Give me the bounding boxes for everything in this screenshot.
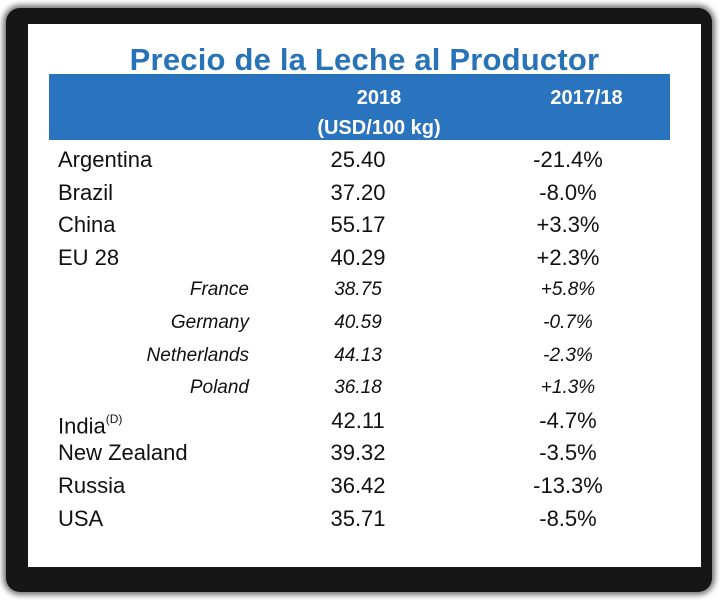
price-cell: 40.59 <box>334 311 382 333</box>
price-cell: 55.17 <box>330 212 386 238</box>
country-cell: New Zealand <box>58 437 188 469</box>
table-title: Precio de la Leche al Productor <box>129 42 600 77</box>
change-cell: -4.7% <box>539 407 597 433</box>
price-cell: 42.11 <box>331 407 385 433</box>
country-cell: France <box>190 274 249 306</box>
table-row: India(D) 42.11 -4.7% <box>28 405 701 438</box>
change-cell: -8.5% <box>539 505 597 531</box>
country-cell: Germany <box>171 307 249 339</box>
table-row: New Zealand 39.32 -3.5% <box>28 437 701 470</box>
country-name: Brazil <box>58 179 114 205</box>
country-cell: India(D) <box>58 405 122 442</box>
slide-frame: Precio de la Leche al Productor 2018 (US… <box>6 8 712 592</box>
country-name: China <box>58 212 116 238</box>
country-name: Germany <box>170 311 249 333</box>
table-row: Germany 40.59 -0.7% <box>28 307 701 340</box>
change-cell: -3.5% <box>539 440 597 466</box>
table-card: Precio de la Leche al Productor 2018 (US… <box>28 24 701 567</box>
country-name: USA <box>58 505 104 531</box>
country-cell: China <box>58 209 115 241</box>
table-row: China 55.17 +3.3% <box>28 209 701 242</box>
country-cell: Netherlands <box>147 340 249 372</box>
country-name: EU 28 <box>58 244 120 270</box>
country-cell: EU 28 <box>58 242 119 274</box>
price-cell: 25.40 <box>330 147 386 172</box>
price-cell: 36.42 <box>330 472 386 498</box>
country-name: Russia <box>58 472 126 498</box>
change-cell: -8.0% <box>539 179 597 205</box>
price-cell: 44.13 <box>334 344 382 366</box>
change-cell: +2.3% <box>536 244 600 270</box>
country-cell: Russia <box>58 470 125 502</box>
country-name: India <box>58 413 106 439</box>
change-cell: -21.4% <box>533 147 603 172</box>
table-row: Argentina 25.40 -21.4% <box>28 144 701 177</box>
country-cell: USA <box>58 503 103 535</box>
price-cell: 35.71 <box>330 505 386 531</box>
price-cell: 39.32 <box>330 440 386 466</box>
change-cell: +5.8% <box>540 279 596 301</box>
table-row: USA 35.71 -8.5% <box>28 503 701 536</box>
price-cell: 37.20 <box>330 179 386 205</box>
table-body: Argentina 25.40 -21.4% Brazil 37.20 -8.0% Chin… <box>28 144 701 535</box>
country-cell: Brazil <box>58 177 113 209</box>
change-cell: -2.3% <box>543 344 593 366</box>
table-row: Netherlands 44.13 -2.3% <box>28 340 701 373</box>
price-cell: 36.18 <box>334 377 382 399</box>
country-name: France <box>189 279 249 301</box>
table-row: EU 28 40.29 +2.3% <box>28 242 701 275</box>
country-name: Argentina <box>58 147 153 172</box>
price-cell: 38.75 <box>334 279 382 301</box>
table-row: France 38.75 +5.8% <box>28 274 701 307</box>
footnote-marker: (D) <box>105 411 123 426</box>
change-cell: -0.7% <box>543 311 593 333</box>
country-name: Poland <box>189 377 249 399</box>
table-row: Brazil 37.20 -8.0% <box>28 177 701 210</box>
country-name: New Zealand <box>58 440 188 466</box>
price-cell: 40.29 <box>330 244 386 270</box>
table-row: Poland 36.18 +1.3% <box>28 372 701 405</box>
country-name: Netherlands <box>146 344 249 366</box>
header-change: 2017/18 <box>550 87 623 109</box>
table-row: Russia 36.42 -13.3% <box>28 470 701 503</box>
country-cell: Argentina <box>58 144 152 176</box>
table-header: 2018 (USD/100 kg) 2017/18 <box>49 74 670 140</box>
header-unit: (USD/100 kg) <box>317 117 441 139</box>
change-cell: +3.3% <box>536 212 600 238</box>
change-cell: -13.3% <box>533 472 603 498</box>
change-cell: +1.3% <box>540 377 596 399</box>
country-cell: Poland <box>190 372 249 404</box>
header-year: 2018 <box>356 87 402 109</box>
